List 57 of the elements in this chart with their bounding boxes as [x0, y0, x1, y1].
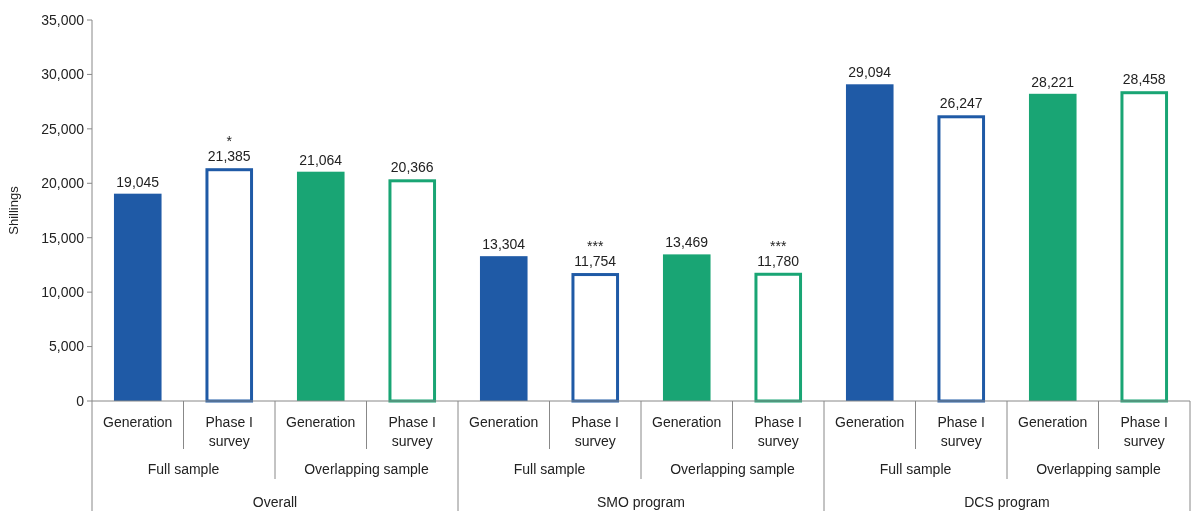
bar — [479, 256, 528, 401]
text: Overall — [252, 494, 298, 510]
annotation: *** — [587, 238, 604, 255]
y-tick-label: 15,000 — [41, 229, 85, 246]
data-label: 26,247 — [939, 95, 983, 112]
x-tick-label: Generation — [103, 414, 173, 430]
annotation: *** — [770, 237, 787, 254]
y-tick-label: 5,000 — [48, 338, 85, 355]
data-label: 29,094 — [848, 64, 892, 81]
text: SMO program — [597, 494, 685, 510]
x-tick-label: Generation — [1018, 414, 1088, 430]
data-label: 13,304 — [482, 236, 526, 253]
x-tick-label: Generation — [835, 414, 905, 430]
bar — [754, 272, 803, 403]
y-tick-label: 30,000 — [41, 66, 85, 83]
data-label: 13,469 — [665, 234, 709, 251]
x-tick-label: Phase I survey — [571, 414, 619, 449]
x-tick-label: Phase I survey — [1120, 414, 1168, 449]
data-label: 28,458 — [1122, 71, 1166, 88]
data-label: 11,780 — [757, 252, 800, 269]
x-tick-label: Generation — [286, 414, 356, 430]
data-label: 21,064 — [299, 151, 343, 168]
text: Overlapping sample — [304, 461, 429, 477]
x-tick-label: Phase I survey — [388, 414, 436, 449]
text: Full sample — [147, 461, 220, 477]
y-tick-label: 0 — [76, 392, 85, 409]
data-label: 28,221 — [1031, 73, 1075, 90]
bar — [1120, 91, 1169, 403]
bar — [113, 193, 162, 401]
text: Overlapping sample — [670, 461, 795, 477]
data-label: 11,754 — [574, 253, 617, 270]
bar — [571, 273, 620, 403]
text: Full sample — [513, 461, 586, 477]
text: DCS program — [964, 494, 1050, 510]
text: Full sample — [879, 461, 952, 477]
bar — [662, 254, 711, 401]
data-label: 20,366 — [390, 159, 434, 176]
x-tick-label: Generation — [652, 414, 722, 430]
data-label: 21,385 — [207, 148, 251, 165]
text: Overlapping sample — [1036, 461, 1161, 477]
x-tick-label: Phase I survey — [205, 414, 253, 449]
x-tick-label: Phase I survey — [937, 414, 985, 449]
y-tick-label: 35,000 — [41, 11, 85, 28]
x-tick-label: Generation — [469, 414, 539, 430]
x-tick-label: Phase I survey — [754, 414, 802, 449]
data-label: 19,045 — [116, 173, 160, 190]
bar — [1028, 93, 1077, 401]
bar — [937, 115, 986, 403]
y-tick-label: 20,000 — [41, 175, 85, 192]
y-axis-title: Shillings — [6, 185, 21, 235]
bar — [845, 84, 894, 401]
y-tick-label: 10,000 — [41, 284, 85, 301]
bar — [388, 179, 437, 403]
bar — [205, 168, 254, 403]
y-tick-label: 25,000 — [41, 120, 85, 137]
annotation: * — [226, 133, 233, 150]
bar — [296, 171, 345, 401]
